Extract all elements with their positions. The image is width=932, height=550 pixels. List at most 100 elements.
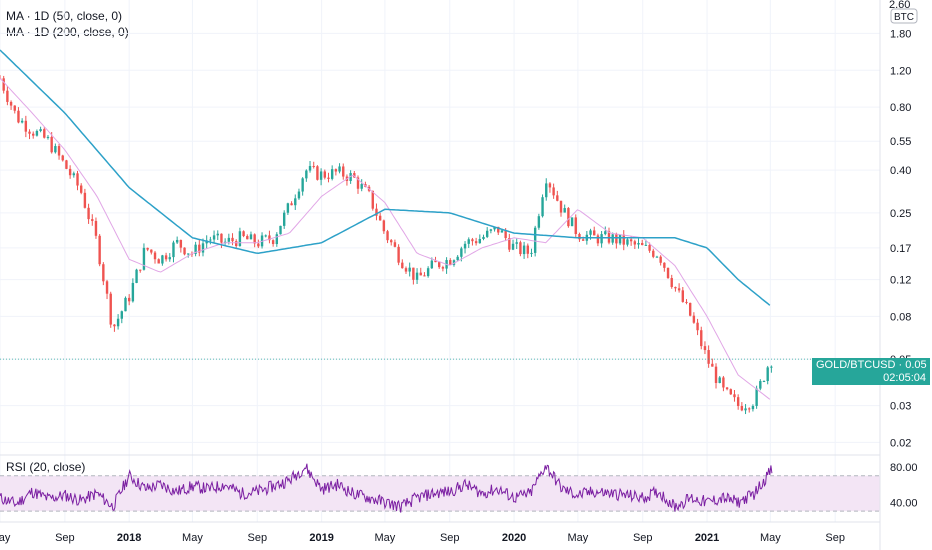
candle-body — [419, 272, 422, 276]
candle-body — [246, 236, 249, 240]
time-tick-label: 2018 — [117, 532, 141, 544]
candle-body — [390, 240, 393, 243]
candle-body — [655, 256, 659, 258]
candle-body — [574, 217, 577, 235]
candle-body — [316, 166, 319, 180]
candle-body — [87, 207, 90, 220]
price-tag[interactable]: GOLD/BTCUSD · 0.05 02:05:04 — [812, 358, 930, 385]
candle-body — [489, 229, 493, 231]
candle-body — [282, 212, 286, 226]
currency-badge[interactable] — [890, 8, 918, 24]
candle-body — [530, 252, 533, 254]
time-tick-label: 2019 — [309, 532, 333, 544]
legend-ma200[interactable]: MA · 1D (200, close, 0) — [6, 25, 129, 39]
candle-body — [109, 293, 112, 325]
candle-body — [227, 237, 231, 242]
candle-body — [515, 242, 518, 244]
candle-body — [393, 242, 397, 247]
candle-body — [537, 216, 541, 228]
candle-body — [692, 315, 696, 323]
candle-body — [663, 262, 666, 268]
candle-body — [659, 256, 662, 263]
candle-body — [20, 120, 24, 123]
candle-body — [238, 231, 242, 246]
rsi-line — [0, 463, 773, 513]
candle-body — [511, 243, 515, 250]
candle-body — [50, 136, 53, 153]
candle-body — [722, 377, 725, 388]
price-tick-label: 0.80 — [890, 102, 911, 114]
candle-body — [127, 297, 131, 302]
candle-body — [46, 136, 50, 138]
candle-body — [578, 234, 581, 240]
candle-body — [65, 160, 68, 169]
candle-body — [401, 262, 404, 269]
price-tick-label: 1.80 — [890, 28, 911, 40]
candle-body — [194, 244, 197, 254]
candle-body — [570, 217, 574, 227]
main-legend: MA · 1D (50, close, 0) MA · 1D (200, clo… — [6, 8, 129, 40]
candle-body — [533, 227, 537, 253]
time-tick-label: Sep — [55, 532, 75, 544]
candle-body — [541, 197, 544, 217]
candle-body — [703, 346, 707, 351]
candle-body — [113, 324, 116, 327]
price-tick-label: 0.12 — [890, 275, 911, 287]
rsi-band-fill — [0, 475, 880, 512]
candle-body — [135, 269, 138, 283]
candle-body — [563, 208, 566, 213]
rsi-tick-label: 40.00 — [890, 497, 918, 509]
candle-body — [759, 381, 762, 389]
candle-body — [32, 133, 35, 136]
candle-body — [231, 237, 234, 242]
candle-body — [382, 220, 386, 232]
candle-body — [175, 239, 179, 243]
candle-body — [733, 394, 736, 398]
candle-body — [438, 262, 441, 268]
price-tick-label: 0.02 — [890, 437, 911, 449]
candle-body — [670, 278, 673, 287]
candle-body — [633, 241, 637, 245]
candle-body — [249, 234, 253, 240]
rsi-axis-labels: 80.00 40.00 — [890, 462, 918, 509]
candle-body — [567, 208, 570, 227]
time-tick-label: 2021 — [695, 532, 719, 544]
candle-body — [312, 166, 315, 168]
candle-body — [2, 78, 5, 91]
candle-body — [43, 129, 46, 138]
candle-body — [279, 225, 282, 235]
candle-body — [729, 389, 732, 395]
candle-body — [452, 260, 456, 265]
candle-body — [378, 215, 382, 221]
candle-body — [242, 231, 245, 237]
legend-ma50[interactable]: MA · 1D (50, close, 0) — [6, 9, 123, 23]
candle-body — [740, 405, 744, 411]
candle-body — [559, 200, 563, 213]
rsi-tick-label: 80.00 — [890, 462, 918, 474]
candle-body — [593, 230, 596, 236]
candle-body — [79, 185, 83, 193]
candle-body — [589, 230, 592, 235]
candle-body — [131, 282, 135, 302]
ma200-line — [0, 49, 771, 306]
rsi-legend: RSI (20, close) — [6, 459, 85, 475]
candle-body — [356, 177, 360, 189]
legend-rsi[interactable]: RSI (20, close) — [6, 460, 86, 474]
candle-body — [471, 239, 474, 242]
candle-body — [94, 220, 98, 236]
candle-body — [327, 177, 330, 179]
candle-body — [600, 234, 603, 244]
candle-body — [644, 244, 648, 246]
candle-body — [526, 245, 529, 254]
candle-body — [714, 366, 718, 383]
candle-body — [504, 230, 507, 239]
candle-body — [157, 259, 160, 264]
candle-body — [290, 203, 293, 206]
price-tag-countdown: 02:05:04 — [883, 372, 926, 384]
candle-body — [9, 101, 13, 106]
candle-body — [139, 269, 142, 271]
candle-body — [323, 171, 326, 178]
candle-body — [519, 242, 522, 255]
candle-body — [748, 408, 751, 410]
